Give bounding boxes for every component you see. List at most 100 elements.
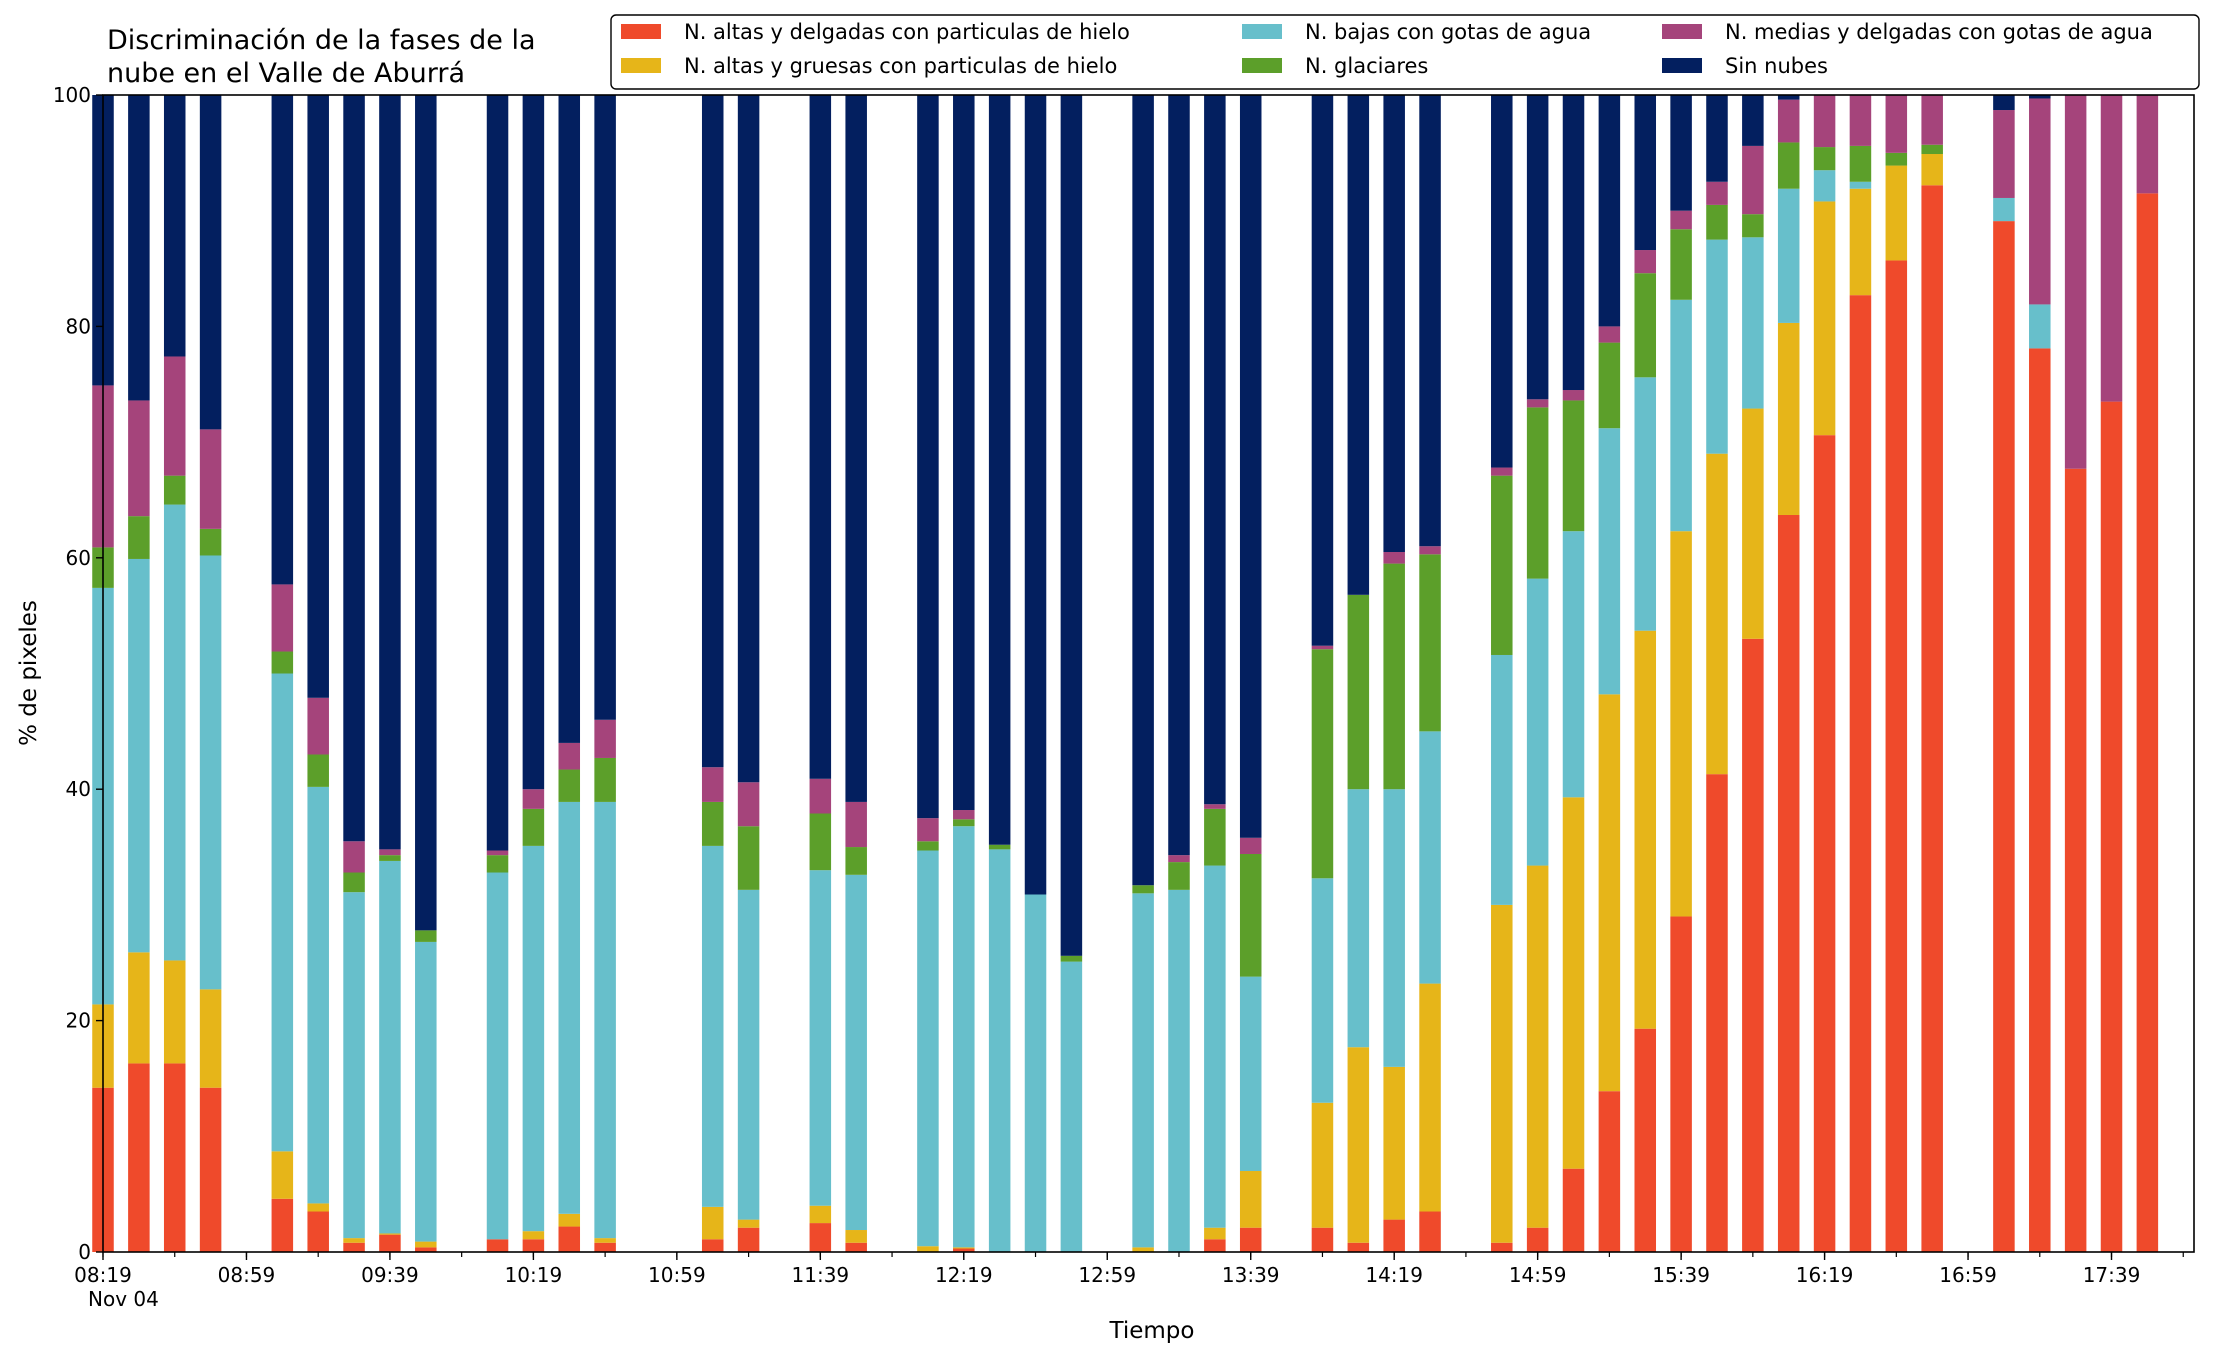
bar-segment-40-1 bbox=[1849, 188, 1872, 296]
bar-segment-18-1 bbox=[953, 1247, 975, 1249]
bar-segment-19-3 bbox=[988, 844, 1011, 850]
bar-segment-24-1 bbox=[1204, 1227, 1226, 1240]
bar-segment-7-1 bbox=[379, 1233, 401, 1235]
bar-segment-17-3 bbox=[917, 841, 939, 851]
bar-segment-1-5 bbox=[128, 95, 150, 401]
bar-segment-15-1 bbox=[809, 1205, 832, 1224]
bar-segment-22-1 bbox=[1132, 1247, 1154, 1252]
bar-segment-18-4 bbox=[953, 810, 975, 820]
bar-segment-14-1 bbox=[737, 1219, 760, 1228]
y-tick-label: 20 bbox=[66, 1009, 91, 1033]
bar-segment-44-4 bbox=[2029, 98, 2051, 305]
bar-segment-36-0 bbox=[1706, 774, 1728, 1252]
bar-segment-44-0 bbox=[2029, 348, 2051, 1252]
legend: N. altas y delgadas con particulas de hi… bbox=[610, 14, 2200, 90]
legend-label: Sin nubes bbox=[1725, 54, 1828, 78]
bar-segment-17-4 bbox=[917, 818, 939, 842]
bar-segment-20-2 bbox=[1024, 894, 1047, 1252]
bar-segment-30-2 bbox=[1491, 654, 1513, 905]
bar-segment-30-3 bbox=[1491, 475, 1513, 655]
bar-segment-11-4 bbox=[558, 742, 581, 770]
bar-segment-45-4 bbox=[2064, 95, 2087, 469]
legend-swatch bbox=[1242, 58, 1282, 73]
bar-segment-1-1 bbox=[128, 952, 150, 1064]
bar-segment-38-4 bbox=[1777, 99, 1800, 143]
bar-segment-42-1 bbox=[1921, 154, 1943, 186]
bar-segment-41-0 bbox=[1885, 260, 1908, 1252]
bar-segment-38-3 bbox=[1777, 142, 1800, 189]
bar-segment-18-3 bbox=[953, 819, 975, 827]
bar-segment-37-4 bbox=[1742, 145, 1764, 215]
bar-segment-19-2 bbox=[988, 849, 1011, 1252]
x-tick-label: 12:19 bbox=[935, 1263, 993, 1287]
bar-segment-11-2 bbox=[558, 801, 581, 1214]
bar-segment-16-2 bbox=[845, 874, 867, 1231]
bar-segment-12-4 bbox=[594, 719, 616, 758]
bar-segment-16-5 bbox=[845, 95, 867, 802]
bar-segment-26-4 bbox=[1311, 645, 1334, 650]
bar-segment-7-0 bbox=[379, 1234, 401, 1252]
bar-segment-15-4 bbox=[809, 778, 832, 814]
bar-segment-26-1 bbox=[1311, 1102, 1334, 1228]
bar-segment-17-2 bbox=[917, 850, 939, 1247]
y-tick-label: 60 bbox=[66, 546, 91, 570]
bar-segment-25-2 bbox=[1239, 976, 1262, 1172]
bar-segment-5-5 bbox=[307, 95, 329, 698]
bar-segment-30-5 bbox=[1491, 95, 1513, 468]
bar-segment-32-5 bbox=[1562, 95, 1585, 391]
bar-segment-12-5 bbox=[594, 95, 616, 720]
bar-segment-8-2 bbox=[415, 941, 437, 1242]
bar-segment-37-2 bbox=[1742, 237, 1764, 409]
bar-segment-3-0 bbox=[199, 1087, 222, 1252]
bar-segment-10-1 bbox=[522, 1231, 545, 1240]
bar-segment-28-5 bbox=[1383, 95, 1405, 553]
x-tick-label: 12:59 bbox=[1078, 1263, 1136, 1287]
bar-segment-38-2 bbox=[1777, 188, 1800, 323]
bar-segment-23-5 bbox=[1168, 95, 1190, 856]
bar-segment-6-3 bbox=[343, 872, 365, 893]
bar-segment-14-5 bbox=[737, 95, 760, 783]
bar-segment-41-4 bbox=[1885, 95, 1908, 153]
bar-segment-24-0 bbox=[1204, 1239, 1226, 1252]
bar-segment-43-2 bbox=[1993, 197, 2015, 222]
bar-segment-4-3 bbox=[271, 651, 294, 674]
x-tick-label: 16:19 bbox=[1796, 1263, 1854, 1287]
bar-segment-13-0 bbox=[701, 1239, 724, 1252]
bar-segment-29-0 bbox=[1419, 1211, 1441, 1252]
bar-segment-19-5 bbox=[988, 95, 1011, 845]
x-tick-label: 16:59 bbox=[1939, 1263, 1997, 1287]
bar-segment-39-1 bbox=[1813, 201, 1836, 436]
bar-segment-39-2 bbox=[1813, 170, 1836, 202]
bar-segment-16-0 bbox=[845, 1242, 867, 1252]
bar-segment-22-5 bbox=[1132, 95, 1154, 886]
bar-segment-15-0 bbox=[809, 1223, 832, 1252]
bar-segment-34-5 bbox=[1634, 95, 1657, 251]
chart-title-line-1: Discriminación de la fases de la bbox=[107, 25, 536, 56]
legend-label: N. medias y delgadas con gotas de agua bbox=[1725, 20, 2153, 44]
bars-layer bbox=[92, 95, 2159, 1253]
bar-segment-28-4 bbox=[1383, 552, 1405, 564]
y-tick-label: 80 bbox=[66, 314, 91, 338]
bar-segment-5-1 bbox=[307, 1203, 329, 1212]
bar-segment-16-1 bbox=[845, 1230, 867, 1243]
bar-segment-31-1 bbox=[1526, 865, 1549, 1228]
bar-segment-15-2 bbox=[809, 870, 832, 1206]
bar-segment-14-2 bbox=[737, 889, 760, 1220]
bar-segment-35-3 bbox=[1670, 229, 1692, 300]
bar-segment-41-3 bbox=[1885, 152, 1908, 166]
bar-segment-16-3 bbox=[845, 847, 867, 875]
bar-segment-47-4 bbox=[2136, 95, 2159, 194]
bar-segment-31-3 bbox=[1526, 407, 1549, 579]
bar-segment-20-5 bbox=[1024, 95, 1047, 895]
bar-segment-18-0 bbox=[953, 1248, 975, 1252]
bar-segment-2-0 bbox=[163, 1063, 186, 1252]
bar-segment-30-4 bbox=[1491, 467, 1513, 476]
bar-segment-6-5 bbox=[343, 95, 365, 842]
bar-segment-40-0 bbox=[1849, 295, 1872, 1252]
bar-segment-9-3 bbox=[486, 855, 509, 873]
bar-segment-46-4 bbox=[2100, 95, 2123, 402]
bar-segment-14-3 bbox=[737, 826, 760, 890]
bar-segment-17-5 bbox=[917, 95, 939, 819]
bar-segment-2-4 bbox=[163, 356, 186, 476]
bar-segment-9-2 bbox=[486, 872, 509, 1240]
